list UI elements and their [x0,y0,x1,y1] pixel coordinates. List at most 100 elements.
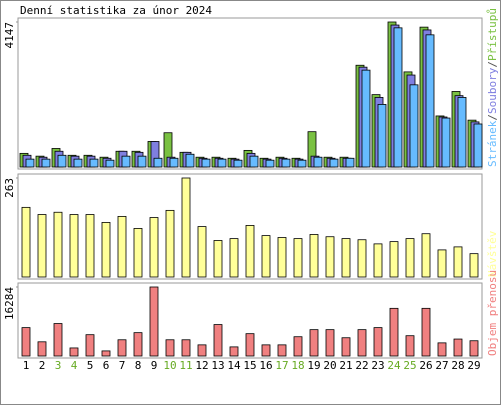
bar [405,335,415,357]
x-tick-label: 2 [39,359,46,372]
bar [69,347,79,357]
bar [181,177,191,278]
x-tick-label: 27 [435,359,448,372]
x-tick-label: 18 [291,359,304,372]
legend-entry: Přístupů [486,8,499,61]
bar [265,159,275,168]
bar [293,336,303,357]
bar [469,253,479,278]
x-tick-label: 12 [195,359,208,372]
bar [133,332,143,357]
x-tick-label: 4 [71,359,78,372]
bar [57,154,67,168]
bar [53,211,63,278]
bar [437,249,447,278]
bar [441,117,451,168]
bar [421,307,431,357]
x-tick-label: 5 [87,359,94,372]
legend: Objem přenosu [486,270,499,356]
x-tick-label: 16 [259,359,272,372]
bar [245,333,255,357]
bar [53,323,63,357]
x-tick-label: 24 [387,359,401,372]
bar [101,350,111,357]
bar [341,238,351,278]
x-tick-label: 20 [323,359,336,372]
bar [165,209,175,278]
bar [117,215,127,278]
bar [213,240,223,278]
bar [165,339,175,357]
bar [281,158,291,168]
bar [313,156,323,168]
legend: Návštěv [486,230,499,277]
bar [393,27,403,168]
bar [21,206,31,278]
bar [197,344,207,357]
bar [21,327,31,357]
bar [405,238,415,278]
legend-entry: Soubory [486,67,499,114]
bar [41,158,51,168]
bar [201,158,211,168]
bar [121,155,131,168]
bar [345,157,355,168]
x-tick-label: 7 [119,359,126,372]
bar [293,238,303,278]
bar [133,228,143,278]
bar [105,159,115,168]
x-tick-label: 23 [371,359,384,372]
legend-separator: / [486,114,499,121]
x-tick-label: 1 [23,359,30,372]
bar [169,157,179,168]
bar [309,234,319,278]
bar [197,226,207,278]
y-tick-label: 4147 [3,22,16,49]
bar [149,286,159,357]
legend-entry: Návštěv [486,230,499,277]
bar [261,344,271,357]
bar [37,341,47,357]
x-tick-label: 19 [307,359,320,372]
bar [25,158,35,168]
legend: Stránek/Soubory/Přístupů [486,8,499,167]
bar [437,342,447,357]
bar [153,157,163,168]
legend-separator: / [486,61,499,68]
bar [249,155,259,168]
x-tick-label: 8 [135,359,142,372]
x-tick-label: 22 [355,359,368,372]
bar [89,158,99,168]
bar [229,346,239,357]
bar [453,246,463,278]
bar [245,225,255,278]
x-tick-label: 14 [227,359,241,372]
bar [341,337,351,357]
x-tick-label: 13 [211,359,224,372]
bar [217,158,227,168]
bar [297,159,307,168]
bar [377,104,387,168]
bar [117,339,127,357]
bar [85,334,95,357]
bar [233,159,243,168]
legend-entry: Stránek [486,120,499,167]
x-tick-label: 17 [275,359,288,372]
bar [185,153,195,168]
bar [309,329,319,357]
bar [453,338,463,357]
bar [469,340,479,357]
x-tick-label: 9 [151,359,158,372]
legend-entry: Objem přenosu [486,270,499,356]
x-tick-label: 15 [243,359,256,372]
bar [389,307,399,357]
bar [325,236,335,278]
bar [261,235,271,278]
x-tick-label: 11 [179,359,192,372]
bar [277,237,287,278]
bar [357,239,367,278]
bar [373,327,383,357]
bar [73,158,83,168]
bar [409,84,419,168]
